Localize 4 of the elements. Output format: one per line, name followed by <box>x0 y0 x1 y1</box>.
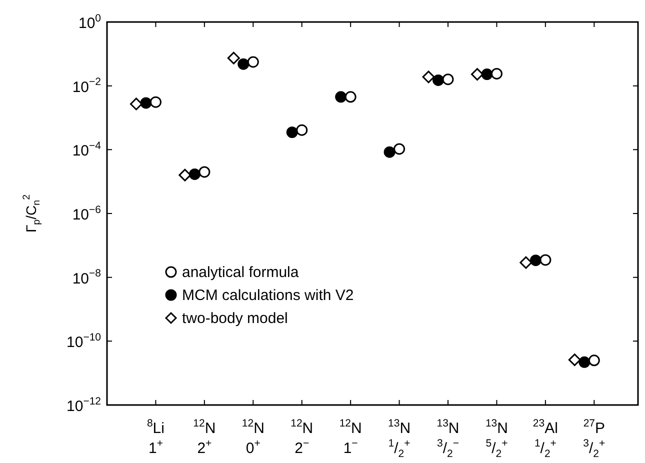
legend-label: two-body model <box>182 310 288 327</box>
legend-label: MCM calculations with V2 <box>182 287 354 304</box>
y-axis-title: Γp/Cn2 <box>22 194 42 233</box>
legend-label: analytical formula <box>182 264 300 281</box>
